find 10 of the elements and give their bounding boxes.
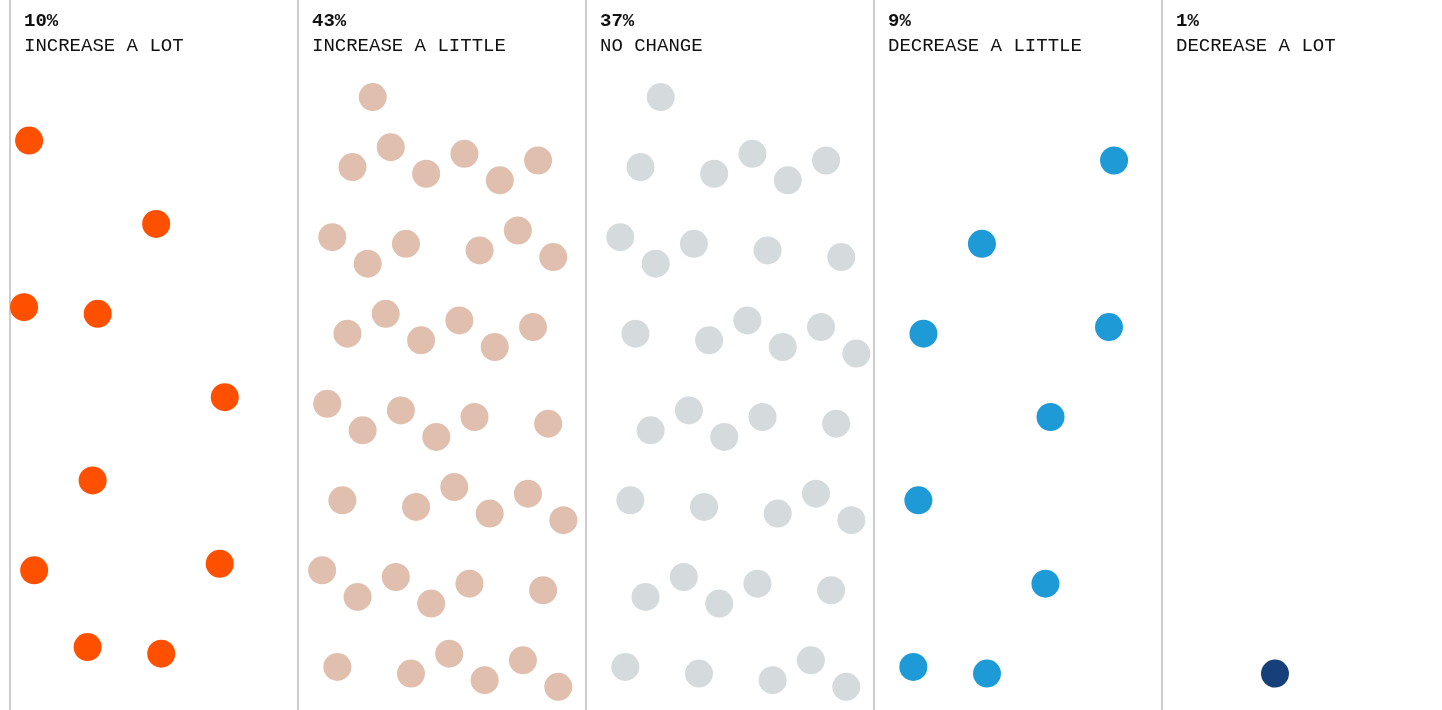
data-label: 10%	[24, 10, 59, 32]
data-label: 43%	[312, 10, 347, 32]
category-label: DECREASE A LITTLE	[888, 34, 1082, 57]
data-label: 37%	[600, 10, 635, 32]
data-label: 1%	[1176, 10, 1200, 32]
data-label: 9%	[888, 10, 912, 32]
category-label: INCREASE A LITTLE	[312, 34, 506, 57]
category-label: NO CHANGE	[600, 34, 703, 57]
category-label: INCREASE A LOT	[24, 34, 184, 57]
category-label: DECREASE A LOT	[1176, 34, 1336, 57]
